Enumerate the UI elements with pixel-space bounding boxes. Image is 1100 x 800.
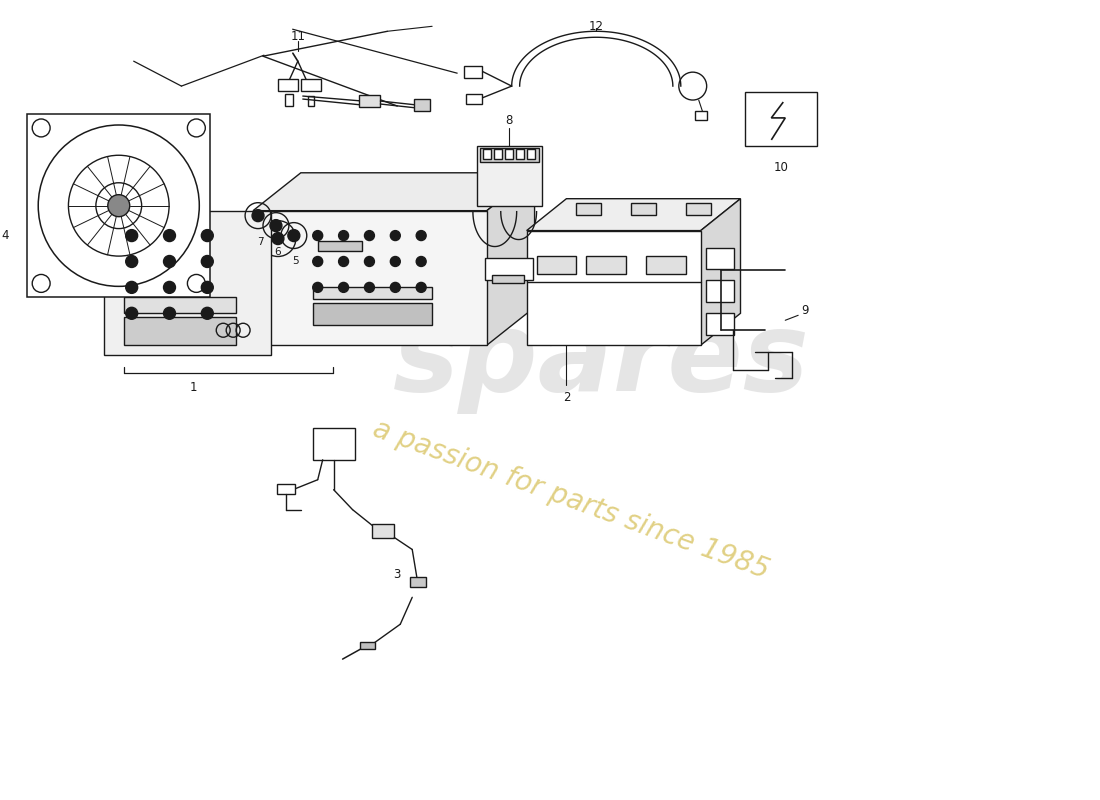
Circle shape xyxy=(390,257,400,266)
Polygon shape xyxy=(701,198,740,345)
Bar xyxy=(485,258,532,281)
Circle shape xyxy=(312,257,322,266)
Circle shape xyxy=(339,257,349,266)
Text: 6: 6 xyxy=(275,246,282,257)
Polygon shape xyxy=(253,173,535,210)
Bar xyxy=(494,149,502,159)
Bar xyxy=(706,314,734,335)
Bar xyxy=(277,484,295,494)
Bar xyxy=(359,95,381,107)
Circle shape xyxy=(364,282,374,292)
Text: 1: 1 xyxy=(189,381,197,394)
Bar xyxy=(28,114,210,298)
Circle shape xyxy=(272,233,284,245)
Circle shape xyxy=(164,255,176,267)
Polygon shape xyxy=(487,173,535,345)
Circle shape xyxy=(416,282,426,292)
Bar xyxy=(361,642,375,649)
Circle shape xyxy=(108,194,130,217)
Text: spares: spares xyxy=(393,306,810,414)
Bar xyxy=(466,94,482,104)
Circle shape xyxy=(164,282,176,294)
Text: 10: 10 xyxy=(773,162,789,174)
Bar xyxy=(505,149,513,159)
Circle shape xyxy=(201,255,213,267)
Text: 11: 11 xyxy=(290,30,306,42)
Circle shape xyxy=(125,230,138,242)
Circle shape xyxy=(164,230,176,242)
Text: 12: 12 xyxy=(588,20,604,33)
Circle shape xyxy=(364,230,374,241)
Bar xyxy=(646,256,685,274)
Circle shape xyxy=(339,282,349,292)
Bar xyxy=(285,94,293,106)
Bar xyxy=(480,148,539,162)
Text: eur: eur xyxy=(258,217,507,344)
Bar xyxy=(464,66,482,78)
Circle shape xyxy=(125,255,138,267)
Bar xyxy=(706,247,734,270)
Bar xyxy=(300,79,321,91)
Circle shape xyxy=(201,307,213,319)
Circle shape xyxy=(125,282,138,294)
Bar xyxy=(308,96,314,106)
Circle shape xyxy=(164,307,176,319)
Circle shape xyxy=(252,210,264,222)
Bar xyxy=(373,523,394,538)
Text: a passion for parts since 1985: a passion for parts since 1985 xyxy=(370,414,773,585)
Bar xyxy=(516,149,524,159)
Text: 9: 9 xyxy=(802,304,808,317)
Bar xyxy=(483,149,491,159)
Circle shape xyxy=(288,230,300,242)
Bar xyxy=(746,92,817,146)
Text: 8: 8 xyxy=(506,114,513,127)
Bar xyxy=(123,318,236,345)
Circle shape xyxy=(416,257,426,266)
Circle shape xyxy=(270,220,282,231)
Circle shape xyxy=(312,282,322,292)
Circle shape xyxy=(125,307,138,319)
Bar xyxy=(477,146,541,206)
Bar xyxy=(492,275,524,283)
Bar xyxy=(410,578,426,587)
Circle shape xyxy=(201,282,213,294)
Bar xyxy=(312,287,432,299)
Bar xyxy=(527,149,535,159)
Text: 3: 3 xyxy=(394,568,402,581)
Text: 5: 5 xyxy=(293,257,299,266)
Polygon shape xyxy=(527,198,740,230)
Bar xyxy=(103,210,271,355)
Bar xyxy=(631,202,656,214)
Circle shape xyxy=(390,230,400,241)
Bar xyxy=(278,79,298,91)
Circle shape xyxy=(201,230,213,242)
Bar xyxy=(318,241,363,250)
Bar xyxy=(695,111,706,120)
Bar xyxy=(312,303,432,326)
Circle shape xyxy=(312,230,322,241)
Circle shape xyxy=(364,257,374,266)
Bar xyxy=(123,298,236,314)
Bar xyxy=(527,230,701,345)
Bar xyxy=(253,210,487,345)
Bar xyxy=(586,256,626,274)
Circle shape xyxy=(416,230,426,241)
Bar xyxy=(537,256,576,274)
Bar xyxy=(576,202,602,214)
Text: 4: 4 xyxy=(1,229,9,242)
Bar xyxy=(706,281,734,302)
Text: 7: 7 xyxy=(256,237,263,246)
Bar xyxy=(685,202,711,214)
Bar xyxy=(312,428,354,460)
Circle shape xyxy=(339,230,349,241)
Text: 2: 2 xyxy=(563,390,570,403)
Circle shape xyxy=(390,282,400,292)
Bar xyxy=(415,99,430,111)
